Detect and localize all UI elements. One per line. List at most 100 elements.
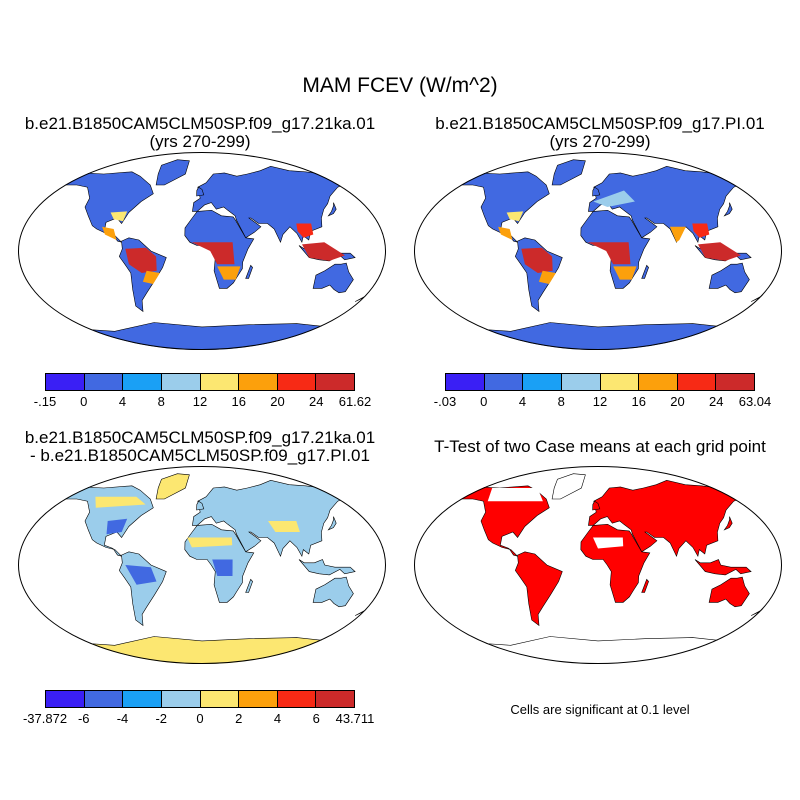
colorbar-swatch — [84, 374, 124, 390]
map-pi — [414, 152, 782, 350]
map-border — [18, 466, 386, 664]
field-maritime — [302, 242, 345, 261]
field-amazon — [521, 247, 553, 273]
land-eurasia — [588, 479, 745, 558]
colorbar-swatch — [239, 374, 278, 390]
field-amazon — [125, 565, 157, 585]
colorbar-swatch — [316, 374, 354, 390]
colorbar-tick-label: 12 — [592, 394, 608, 409]
field-europe — [593, 190, 635, 207]
main-title: MAM FCEV (W/m^2) — [302, 74, 498, 97]
colorbar-swatch — [161, 374, 201, 390]
colorbar-pi — [445, 373, 755, 391]
significance-note: Cells are significant at 0.1 level — [510, 702, 690, 717]
map-diff — [18, 466, 386, 664]
field-se-brazil — [538, 270, 556, 284]
colorbar-tick-label: 4 — [118, 394, 127, 409]
field-central-africa — [191, 242, 235, 265]
colorbar-tick-label: -2 — [155, 711, 168, 726]
colorbar-swatch — [46, 691, 85, 707]
land-indonesia — [694, 559, 752, 576]
land-indonesia — [298, 559, 356, 576]
colorbar-tick-label: 8 — [557, 394, 565, 409]
colorbar-tick-label: 0 — [80, 394, 88, 409]
land-greenland — [155, 159, 190, 186]
panel-diff-title: b.e21.B1850CAM5CLM50SP.f09_g17.21ka.01 — [24, 428, 376, 447]
land-uk — [196, 186, 205, 197]
map-border — [18, 152, 386, 350]
map-border — [414, 152, 782, 350]
colorbar-swatch — [277, 374, 317, 390]
field-se-asia — [692, 223, 710, 238]
land-madagascar — [641, 578, 649, 593]
field-us — [106, 518, 128, 535]
field-central-africa — [587, 242, 631, 265]
field-maritime — [698, 242, 741, 261]
field-s-africa — [613, 266, 637, 280]
colorbar-swatch — [639, 374, 678, 390]
colorbar-swatch — [561, 374, 601, 390]
panel-21ka-subtitle: (yrs 270-299) — [149, 132, 251, 151]
land-samerica — [514, 551, 563, 627]
colorbar-tick-label: 20 — [670, 394, 685, 409]
colorbar-tick-label: 6 — [312, 711, 320, 726]
field-himalaya — [268, 521, 300, 532]
colorbar-swatch — [239, 691, 278, 707]
field-canada — [95, 496, 146, 508]
land-uk — [592, 500, 601, 511]
colorbar-tick-label: -37.872 — [22, 711, 68, 726]
panel-21ka-title: b.e21.B1850CAM5CLM50SP.f09_g17.21ka.01 — [24, 114, 376, 133]
colorbar-swatch — [84, 691, 124, 707]
land-japan — [723, 202, 733, 217]
land-eurasia — [192, 479, 349, 558]
colorbar-swatch — [123, 374, 162, 390]
field-mexico — [102, 226, 117, 240]
colorbar-tick-label: 4 — [273, 711, 282, 726]
colorbar-tick-label: 61.62 — [338, 394, 372, 409]
colorbar-swatch — [677, 374, 717, 390]
map-border — [414, 466, 782, 664]
colorbar-swatch — [161, 691, 201, 707]
colorbar-swatch — [200, 374, 240, 390]
colorbar-swatch — [277, 691, 317, 707]
colorbar-tick-label: -.15 — [33, 394, 57, 409]
colorbar-swatch — [46, 374, 85, 390]
colorbar-swatch — [484, 374, 524, 390]
field-s-africa — [217, 266, 241, 280]
field-sahara — [187, 537, 233, 548]
colorbar-swatch — [600, 374, 640, 390]
land-australia — [312, 576, 354, 608]
field-mexico — [498, 226, 513, 240]
field-amazon — [125, 247, 157, 273]
land-australia — [708, 576, 750, 608]
colorbar-tick-label: 16 — [231, 394, 246, 409]
field-congo — [212, 559, 233, 576]
land-japan — [327, 202, 337, 217]
land-greenland — [155, 473, 190, 500]
colorbar-tick-label: 2 — [235, 711, 243, 726]
colorbar-tick-label: 8 — [157, 394, 165, 409]
colorbar-swatch — [446, 374, 485, 390]
colorbar-swatch — [716, 374, 754, 390]
field-india — [669, 226, 686, 243]
colorbar-tick-label: 24 — [309, 394, 324, 409]
land-japan — [723, 516, 733, 531]
panel-pi-title: b.e21.B1850CAM5CLM50SP.f09_g17.PI.01 — [435, 114, 765, 133]
land-japan — [327, 516, 337, 531]
colorbar-tick-label: 0 — [480, 394, 488, 409]
colorbar-swatch — [123, 691, 162, 707]
colorbar-swatch — [523, 374, 562, 390]
colorbar-tick-label: 12 — [192, 394, 208, 409]
panel-diff-subtitle: - b.e21.B1850CAM5CLM50SP.f09_g17.PI.01 — [30, 446, 370, 465]
colorbar-21ka — [45, 373, 355, 391]
colorbar-tick-label: -4 — [116, 711, 129, 726]
colorbar-tick-label: 43.711 — [335, 711, 375, 726]
colorbar-swatch — [316, 691, 354, 707]
panel-pi-subtitle: (yrs 270-299) — [549, 132, 651, 151]
colorbar-tick-label: 16 — [631, 394, 646, 409]
land-uk — [196, 500, 205, 511]
colorbar-tick-label: -.03 — [433, 394, 457, 409]
field-sahara-white — [593, 537, 624, 549]
land-madagascar — [245, 578, 253, 593]
field-se-us — [110, 211, 128, 222]
